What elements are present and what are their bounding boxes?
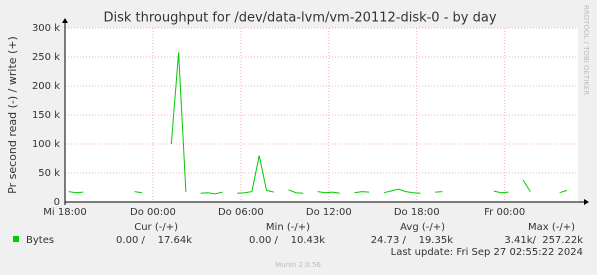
last-update: Last update: Fri Sep 27 02:55:22 2024 (391, 247, 583, 258)
stat-value: 24.73 / 19.35k (371, 235, 454, 246)
x-tick-label: Do 12:00 (306, 207, 352, 218)
y-tick-label: 0 (54, 197, 60, 208)
y-tick-label: 50 k (38, 168, 60, 179)
watermark: RRDTOOL / TOBI OETIKER (582, 5, 590, 95)
y-tick-label: 250 k (32, 52, 60, 63)
x-tick-label: Fr 00:00 (484, 207, 525, 218)
y-tick-label: 100 k (32, 139, 60, 150)
stat-value: 0.00 / 17.64k (116, 235, 192, 246)
plot-area (65, 28, 578, 202)
data-line (68, 52, 568, 195)
legend-swatch (13, 236, 19, 242)
x-tick-label: Do 06:00 (218, 207, 264, 218)
marks (68, 52, 568, 195)
y-axis-label: Pr second read (-) / write (+) (6, 36, 19, 194)
x-tick-label: Mi 18:00 (43, 207, 86, 218)
x-tick-label: Do 18:00 (394, 207, 440, 218)
legend-label: Bytes (26, 235, 54, 246)
x-axis-arrow (584, 199, 589, 205)
stat-header: Avg (-/+) (400, 222, 445, 233)
stat-header: Min (-/+) (266, 222, 310, 233)
stat-value: 0.00 / 10.43k (249, 235, 325, 246)
stat-value: 3.41k/ 257.22k (504, 235, 583, 246)
footer: Munin 2.0.56 (275, 261, 321, 269)
stat-header: Cur (-/+) (134, 222, 178, 233)
y-tick-label: 150 k (32, 110, 60, 121)
y-tick-label: 300 k (32, 23, 60, 34)
y-axis-arrow (62, 18, 68, 23)
x-tick-label: Do 00:00 (130, 207, 176, 218)
y-tick-label: 200 k (32, 81, 60, 92)
stat-header: Max (-/+) (528, 222, 575, 233)
chart-title: Disk throughput for /dev/data-lvm/vm-201… (103, 11, 496, 26)
